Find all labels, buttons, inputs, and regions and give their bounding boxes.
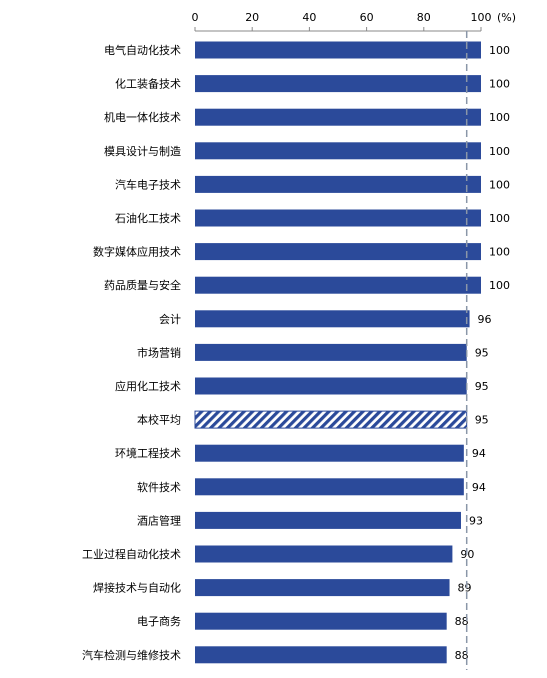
category-label: 焊接技术与自动化 xyxy=(93,581,181,595)
category-label: 电子商务 xyxy=(137,614,181,628)
bar xyxy=(195,343,467,361)
bar xyxy=(195,511,461,529)
bar xyxy=(195,175,481,193)
value-label: 94 xyxy=(472,447,486,460)
bars: 电气自动化技术 100 化工装备技术 100 机电一体化技术 100 模具设计与制造 100 汽… xyxy=(82,41,510,664)
value-label: 95 xyxy=(475,414,489,427)
bar xyxy=(195,377,467,395)
bar xyxy=(195,75,481,93)
category-label: 工业过程自动化技术 xyxy=(82,547,181,561)
bar xyxy=(195,545,453,563)
value-label: 100 xyxy=(489,212,510,225)
value-label: 95 xyxy=(475,346,489,359)
bar xyxy=(195,243,481,261)
category-label: 汽车检测与维修技术 xyxy=(82,648,181,662)
value-label: 100 xyxy=(489,178,510,191)
bar xyxy=(195,579,450,597)
value-label: 88 xyxy=(455,615,469,628)
category-label: 会计 xyxy=(159,313,181,326)
bar xyxy=(195,108,481,126)
category-label: 酒店管理 xyxy=(137,513,181,527)
value-label: 93 xyxy=(469,514,483,527)
category-label: 药品质量与安全 xyxy=(104,278,181,292)
category-label: 模具设计与制造 xyxy=(104,144,181,158)
bar xyxy=(195,444,464,462)
x-axis-unit: (%) xyxy=(497,11,516,24)
value-label: 95 xyxy=(475,380,489,393)
value-label: 100 xyxy=(489,111,510,124)
category-label: 机电一体化技术 xyxy=(104,110,181,124)
category-label: 本校平均 xyxy=(137,413,181,427)
value-label: 96 xyxy=(478,313,492,326)
x-tick-label: 80 xyxy=(417,11,431,24)
x-tick-label: 100 xyxy=(471,11,492,24)
x-tick-label: 0 xyxy=(192,11,199,24)
value-label: 100 xyxy=(489,279,510,292)
value-label: 89 xyxy=(458,582,472,595)
bar xyxy=(195,478,464,496)
category-label: 汽车电子技术 xyxy=(115,177,181,191)
bar xyxy=(195,209,481,227)
value-label: 100 xyxy=(489,44,510,57)
x-tick-label: 40 xyxy=(302,11,316,24)
bar xyxy=(195,612,447,630)
bar xyxy=(194,410,468,429)
category-label: 数字媒体应用技术 xyxy=(93,245,181,259)
x-tick-label: 60 xyxy=(360,11,374,24)
bar xyxy=(195,41,481,59)
category-label: 环境工程技术 xyxy=(115,446,181,460)
bar xyxy=(195,646,447,664)
category-label: 软件技术 xyxy=(137,480,181,494)
value-label: 94 xyxy=(472,481,486,494)
category-label: 市场营销 xyxy=(137,345,181,359)
bar xyxy=(195,310,470,328)
value-label: 100 xyxy=(489,78,510,91)
value-label: 88 xyxy=(455,649,469,662)
x-axis: 0 20 40 60 80 100 (%) xyxy=(192,11,516,32)
category-label: 化工装备技术 xyxy=(115,77,181,91)
bar xyxy=(195,142,481,160)
value-label: 100 xyxy=(489,145,510,158)
category-label: 电气自动化技术 xyxy=(104,43,181,57)
bar xyxy=(195,276,481,294)
x-tick-label: 20 xyxy=(245,11,259,24)
value-label: 100 xyxy=(489,246,510,259)
category-label: 石油化工技术 xyxy=(115,211,181,225)
category-label: 应用化工技术 xyxy=(115,379,181,393)
